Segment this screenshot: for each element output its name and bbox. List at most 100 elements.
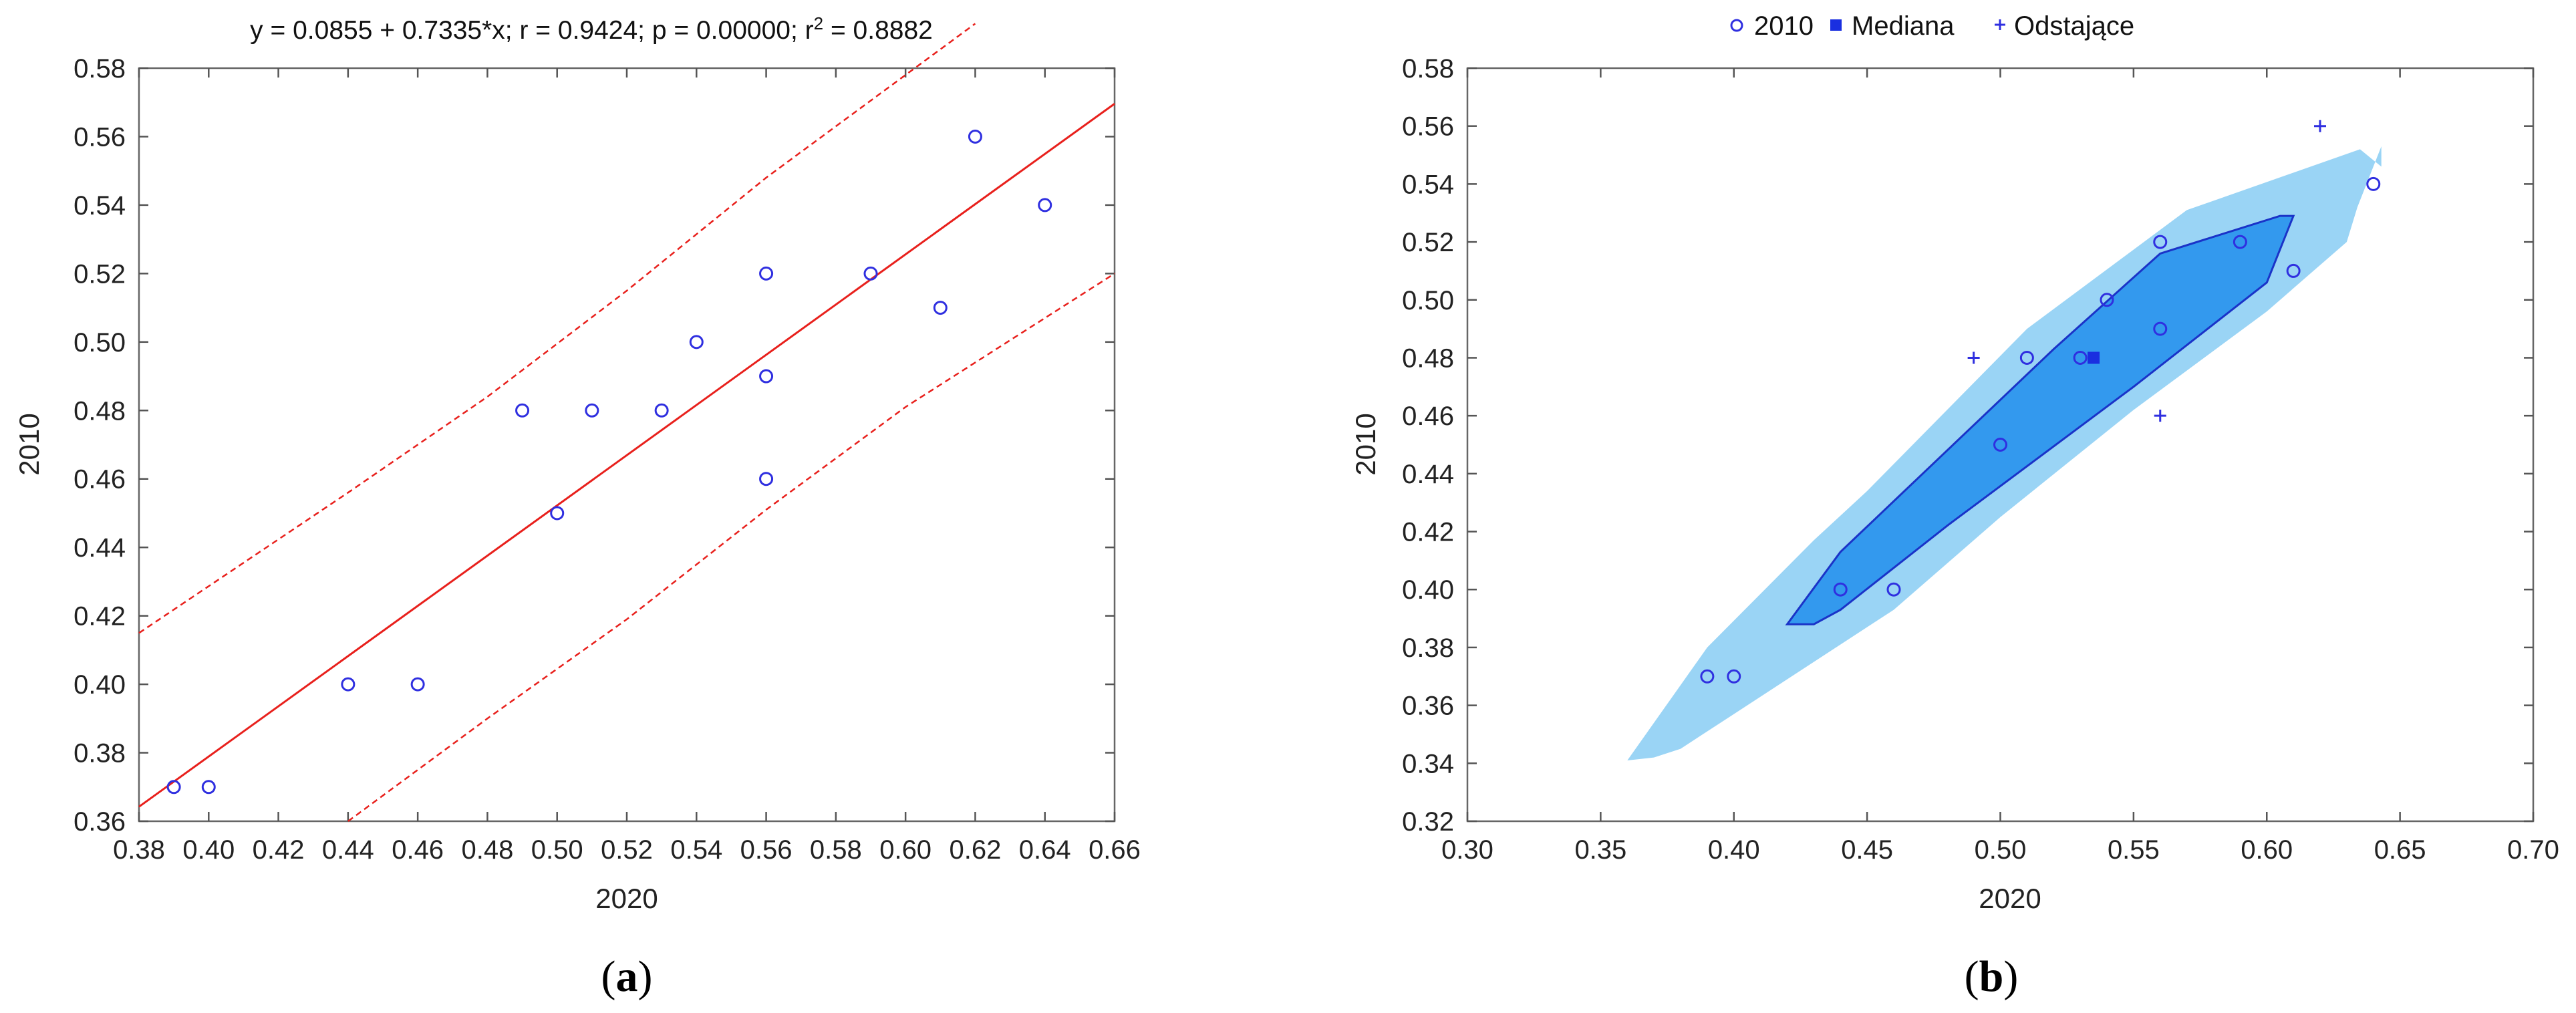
data-point [201, 780, 216, 794]
data-point [341, 677, 355, 692]
y-tick-label: 0.50 [74, 328, 126, 357]
y-tick-label: 0.38 [74, 739, 126, 768]
data-point [1886, 582, 1901, 597]
data-point [689, 335, 704, 349]
data-point [166, 780, 181, 794]
x-tick-label: 0.56 [740, 835, 793, 865]
y-tick-label: 0.44 [1402, 460, 1454, 489]
data-point [2073, 350, 2088, 365]
x-tick-label: 0.54 [670, 835, 722, 865]
y-tick-label: 0.42 [1402, 518, 1454, 547]
x-tick-label: 0.35 [1574, 835, 1626, 865]
data-point [759, 369, 774, 384]
data-point [515, 403, 530, 418]
chart-b: 2010 Mediana Odstające 0.320.340.360.380… [1350, 11, 2559, 1001]
y-tick-label: 0.54 [1402, 170, 1454, 199]
x-tick-label: 0.38 [113, 835, 165, 865]
x-tick-label: 0.46 [392, 835, 444, 865]
legend-plus-marker [1995, 19, 2005, 30]
chart-b-points [1700, 120, 2381, 684]
data-point [410, 677, 425, 692]
chart-b-y-tick-labels: 0.32 0.34 0.36 0.38 0.40 0.42 0.44 0.46 0.48 0.50… [1402, 54, 1454, 837]
data-point [759, 266, 774, 281]
data-point [1993, 438, 2007, 452]
y-tick-label: 0.50 [1402, 286, 1454, 315]
x-tick-label: 0.42 [253, 835, 305, 865]
chart-a-regression [138, 103, 1115, 808]
chart-b-legend: 2010 Mediana Odstające [1730, 11, 2134, 41]
legend-label-2010: 2010 [1754, 11, 1814, 41]
chart-a-x-axis-label: 2020 [595, 883, 658, 914]
y-tick-label: 0.58 [74, 54, 126, 84]
data-point [1038, 198, 1052, 212]
y-tick-label: 0.56 [74, 122, 126, 152]
outlier-point [2314, 120, 2326, 132]
data-point [1700, 669, 1715, 684]
x-tick-label: 0.52 [601, 835, 653, 865]
chart-a: y = 0.0855 + 0.7335*x; r = 0.9424; p = 0… [13, 13, 1141, 1001]
y-tick-label: 0.32 [1402, 807, 1454, 837]
data-point [2100, 293, 2114, 307]
y-tick-label: 0.40 [74, 670, 126, 700]
legend-square-marker [1830, 19, 1842, 31]
x-tick-label: 0.70 [2507, 835, 2559, 865]
regression-line [138, 103, 1115, 808]
chart-a-points [166, 129, 1052, 794]
y-tick-label: 0.36 [1402, 692, 1454, 721]
chart-a-y-axis-label: 2010 [13, 413, 45, 475]
y-tick-label: 0.52 [74, 259, 126, 289]
data-point [2019, 350, 2034, 365]
x-tick-label: 0.62 [949, 835, 1001, 865]
y-tick-label: 0.46 [74, 465, 126, 494]
data-point [2366, 176, 2381, 191]
data-point [759, 472, 774, 486]
lower-confidence-line [347, 273, 1115, 823]
y-tick-label: 0.44 [74, 533, 126, 563]
legend-label-odstajace: Odstające [2014, 11, 2134, 41]
y-tick-label: 0.48 [74, 396, 126, 426]
y-tick-label: 0.46 [1402, 402, 1454, 431]
chart-b-ticks [1466, 67, 2535, 823]
legend-item-mediana: Mediana [1830, 11, 1955, 41]
chart-b-panel-label: (b) [1965, 952, 2019, 1001]
data-point [2233, 235, 2247, 249]
x-tick-label: 0.50 [531, 835, 583, 865]
chart-b-y-axis-label: 2010 [1350, 413, 1381, 475]
legend-label-mediana: Mediana [1852, 11, 1955, 41]
upper-confidence-line [138, 23, 976, 634]
x-tick-label: 0.45 [1841, 835, 1893, 865]
x-tick-label: 0.55 [2108, 835, 2160, 865]
x-tick-label: 0.65 [2374, 835, 2426, 865]
x-tick-label: 0.44 [322, 835, 374, 865]
y-tick-label: 0.54 [74, 191, 126, 221]
data-point [2153, 235, 2168, 249]
data-point [968, 129, 982, 144]
x-tick-label: 0.60 [2241, 835, 2293, 865]
chart-a-y-tick-labels: 0.36 0.38 0.40 0.42 0.44 0.46 0.48 0.50 0.52 0.54… [74, 54, 126, 837]
data-point [1833, 582, 1848, 597]
chart-b-hulls [1627, 146, 2382, 760]
data-point [2286, 263, 2301, 278]
chart-a-panel-label: (a) [601, 952, 653, 1001]
y-tick-label: 0.38 [1402, 633, 1454, 663]
outlier-point [1967, 351, 1980, 364]
data-point [550, 506, 565, 521]
outlier-point [2154, 410, 2166, 422]
y-tick-label: 0.52 [1402, 228, 1454, 257]
chart-b-x-tick-labels: 0.30 0.35 0.40 0.45 0.50 0.55 0.60 0.65 0.70 [1441, 835, 2559, 865]
x-tick-label: 0.58 [810, 835, 862, 865]
data-point [585, 403, 599, 418]
data-point [863, 266, 878, 281]
y-tick-label: 0.48 [1402, 343, 1454, 373]
x-tick-label: 0.66 [1089, 835, 1141, 865]
y-tick-label: 0.40 [1402, 575, 1454, 605]
y-tick-label: 0.56 [1402, 112, 1454, 142]
x-tick-label: 0.50 [1975, 835, 2027, 865]
chart-a-plot-area [138, 67, 1116, 823]
legend-item-2010: 2010 [1730, 11, 1814, 41]
chart-a-title: y = 0.0855 + 0.7335*x; r = 0.9424; p = 0… [250, 13, 933, 45]
y-tick-label: 0.34 [1402, 749, 1454, 778]
data-point [654, 403, 669, 418]
chart-a-confidence-band [138, 23, 1115, 823]
